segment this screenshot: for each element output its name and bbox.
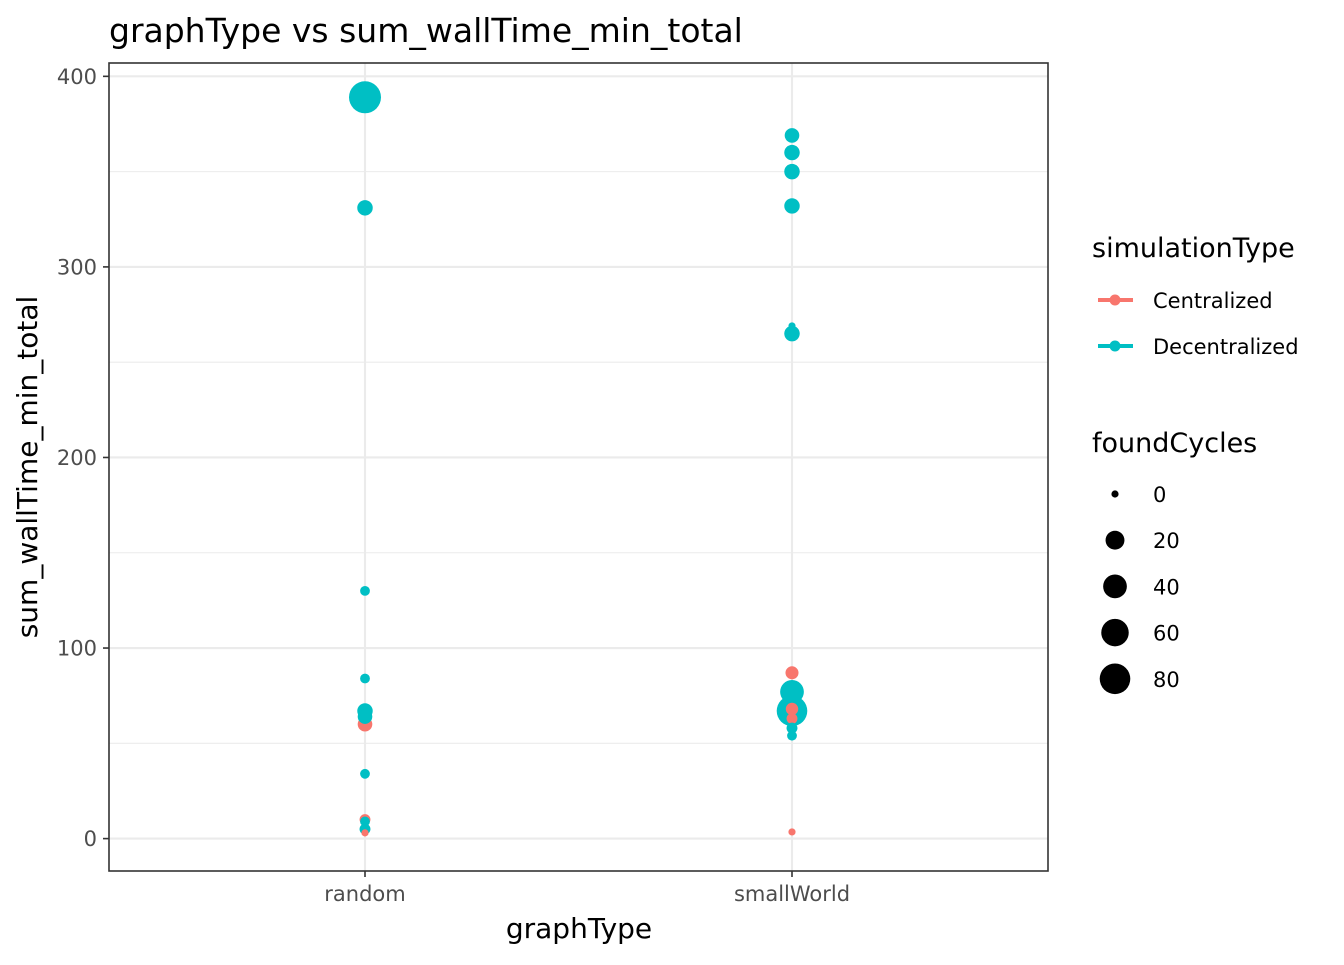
size-legend-key	[1111, 490, 1119, 498]
data-point-decentralized	[357, 709, 373, 724]
size-legend-items: 0 20 40 60 80	[1099, 483, 1180, 695]
y-tick-label: 200	[57, 446, 97, 470]
size-legend-key	[1101, 618, 1129, 647]
y-tick-label: 100	[57, 637, 97, 661]
x-tick-label: random	[324, 882, 405, 906]
data-point-decentralized	[786, 722, 798, 734]
size-legend-key	[1105, 530, 1125, 550]
legend-label: Decentralized	[1153, 335, 1299, 359]
legend-key-point	[1109, 294, 1121, 306]
y-axis: 0 100 200 300 400	[57, 65, 109, 851]
y-tick-label: 0	[84, 827, 97, 851]
x-tick-label: smallWorld	[734, 882, 850, 906]
size-legend-title: foundCycles	[1092, 428, 1257, 459]
size-legend-label: 60	[1153, 622, 1180, 646]
data-point-decentralized	[784, 144, 800, 161]
data-point-decentralized	[784, 325, 800, 342]
data-point-decentralized	[360, 585, 370, 596]
data-point-centralized	[361, 829, 369, 837]
data-point-decentralized	[349, 81, 381, 114]
chart-title: graphType vs sum_wallTime_min_total	[109, 11, 743, 50]
size-legend-label: 40	[1153, 575, 1180, 599]
legend-label: Centralized	[1153, 289, 1273, 313]
data-point-decentralized	[357, 200, 373, 216]
color-legend-items: Centralized Decentralized	[1098, 289, 1299, 359]
x-axis-title: graphType	[506, 912, 652, 945]
data-point-decentralized	[787, 730, 797, 741]
data-point-decentralized	[360, 673, 370, 684]
panel-background	[109, 63, 1048, 871]
data-point-centralized	[785, 702, 799, 716]
x-axis: random smallWorld	[324, 871, 850, 906]
panel-border	[108, 62, 1049, 872]
legend-key-point	[1109, 340, 1121, 352]
size-legend-label: 20	[1153, 529, 1180, 553]
data-point-decentralized	[788, 322, 796, 330]
data-points	[349, 81, 808, 837]
legend: simulationType CentralizedDecentralized …	[1092, 233, 1299, 695]
color-legend-title: simulationType	[1092, 233, 1295, 264]
y-tick-label: 400	[57, 65, 97, 89]
y-tick-label: 300	[57, 255, 97, 279]
data-point-decentralized	[784, 163, 800, 180]
size-legend-key	[1103, 574, 1127, 599]
data-point-decentralized	[360, 768, 370, 779]
y-axis-title: sum_wallTime_min_total	[11, 296, 44, 639]
data-point-centralized	[788, 828, 796, 836]
data-point-decentralized	[784, 128, 800, 143]
data-point-decentralized	[780, 680, 804, 704]
size-legend-label: 80	[1153, 668, 1180, 692]
data-point-centralized	[785, 666, 799, 680]
data-point-centralized	[786, 713, 798, 724]
data-point-decentralized	[360, 816, 370, 827]
size-legend-key	[1099, 663, 1131, 695]
size-legend-label: 0	[1153, 483, 1166, 507]
data-point-decentralized	[784, 198, 800, 214]
